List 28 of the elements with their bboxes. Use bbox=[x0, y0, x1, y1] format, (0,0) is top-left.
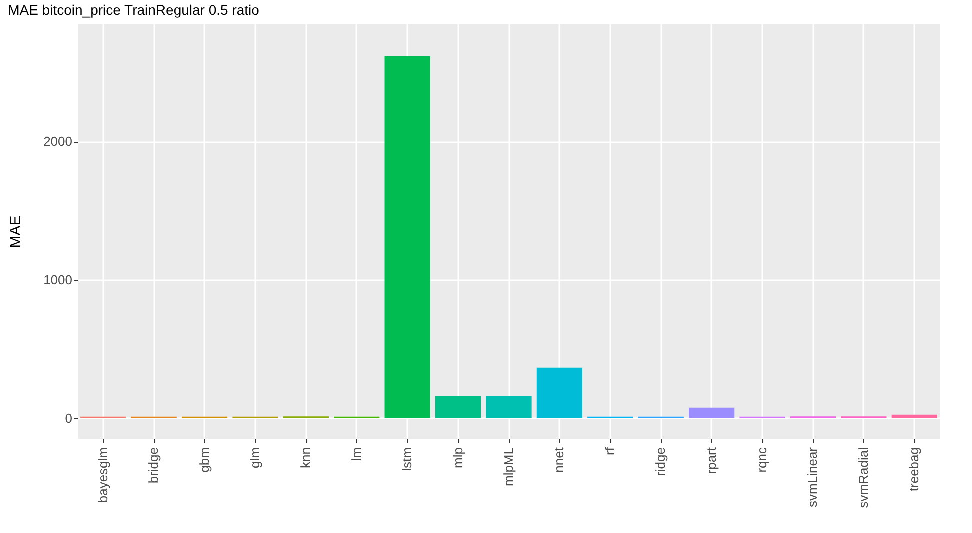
x-tick-label: ridge bbox=[653, 448, 668, 476]
x-tick-label: svmLinear bbox=[805, 446, 820, 508]
y-tick-label: 1000 bbox=[44, 272, 72, 288]
x-tick-label: nnet bbox=[552, 447, 567, 473]
y-axis-title: MAE bbox=[8, 216, 25, 248]
bar bbox=[536, 368, 583, 418]
x-tick-label: knn bbox=[298, 448, 314, 468]
x-tick-label: rpart bbox=[704, 447, 719, 474]
x-tick-label: glm bbox=[247, 448, 262, 468]
bar bbox=[384, 56, 430, 418]
x-tick-label: treebag bbox=[906, 448, 922, 492]
x-tick-label: lstm bbox=[400, 448, 415, 472]
x-tick-label: bridge bbox=[146, 448, 162, 484]
chart-title: MAE bitcoin_price TrainRegular 0.5 ratio bbox=[8, 2, 260, 18]
bar bbox=[892, 414, 938, 418]
x-tick-label: rf bbox=[602, 447, 618, 456]
x-tick-label: svmRadial bbox=[856, 447, 871, 508]
x-tick-label: gbm bbox=[196, 448, 212, 473]
x-tick-label: bayesglm bbox=[95, 448, 110, 504]
x-tick-label: lm bbox=[348, 448, 364, 462]
bar bbox=[435, 396, 482, 418]
bar bbox=[486, 396, 532, 418]
x-tick-label: mlp bbox=[450, 448, 466, 468]
x-tick-label: rqnc bbox=[754, 447, 770, 473]
y-tick-label: 0 bbox=[65, 410, 72, 426]
bar bbox=[689, 408, 735, 418]
y-tick-label: 2000 bbox=[44, 134, 72, 150]
x-tick-label: mlpML bbox=[501, 448, 516, 487]
